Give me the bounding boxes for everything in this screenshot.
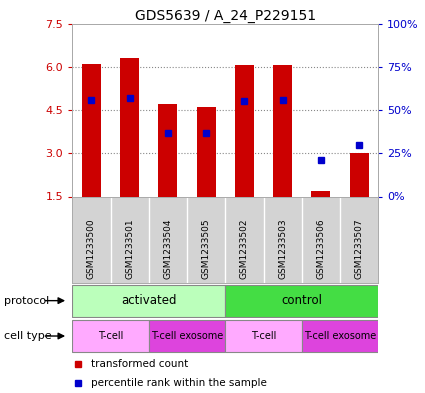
Text: activated: activated [121,294,176,307]
Text: GSM1233501: GSM1233501 [125,218,134,279]
Title: GDS5639 / A_24_P229151: GDS5639 / A_24_P229151 [135,9,316,22]
Text: protocol: protocol [4,296,49,306]
Bar [225,285,378,317]
Bar [302,320,378,352]
Bar [196,107,215,196]
Text: GSM1233505: GSM1233505 [201,218,211,279]
Bar [72,285,225,317]
Bar [225,320,302,352]
Bar [72,320,149,352]
Text: transformed count: transformed count [91,358,188,369]
Text: T-cell exosome: T-cell exosome [151,331,223,341]
Text: control: control [281,294,322,307]
Text: GSM1233502: GSM1233502 [240,218,249,279]
Text: percentile rank within the sample: percentile rank within the sample [91,378,266,388]
Bar [82,64,101,196]
Text: GSM1233504: GSM1233504 [163,218,173,279]
Bar [149,320,225,352]
Bar [273,65,292,196]
Text: T-cell: T-cell [98,331,123,341]
Bar [311,191,331,196]
Text: cell type: cell type [4,331,52,341]
Text: GSM1233507: GSM1233507 [354,218,364,279]
Bar [120,58,139,196]
Text: GSM1233500: GSM1233500 [87,218,96,279]
Text: T-cell: T-cell [251,331,276,341]
Text: GSM1233506: GSM1233506 [316,218,326,279]
Bar [349,153,368,196]
Text: T-cell exosome: T-cell exosome [304,331,376,341]
Bar [235,65,254,196]
Text: GSM1233503: GSM1233503 [278,218,287,279]
Bar [158,104,178,196]
